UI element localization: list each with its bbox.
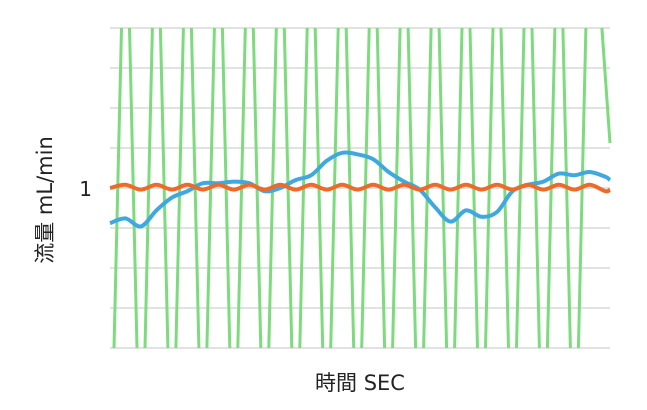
y-tick-label: 1 <box>79 177 92 201</box>
x-axis-label: 時間 SEC <box>315 371 405 395</box>
series-group <box>109 27 612 349</box>
y-axis-label: 流量 mL/min <box>33 136 57 264</box>
y-ticks: 1 <box>79 177 92 201</box>
series-line-3 <box>109 182 612 194</box>
